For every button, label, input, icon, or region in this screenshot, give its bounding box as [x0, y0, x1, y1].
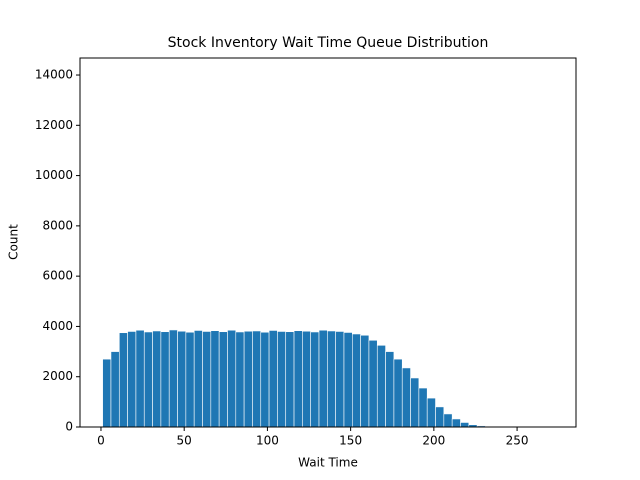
bar — [368, 339, 378, 428]
y-tick-label: 10000 — [35, 168, 73, 182]
bar — [252, 330, 262, 428]
bar — [335, 331, 345, 428]
bar — [210, 330, 220, 428]
bar — [143, 331, 153, 428]
y-tick-label: 0 — [65, 420, 73, 434]
bar — [160, 331, 170, 428]
bar — [152, 330, 162, 428]
y-tick-label: 4000 — [42, 319, 73, 333]
bar — [385, 351, 395, 428]
bar — [260, 331, 270, 428]
bars — [102, 329, 553, 428]
chart-title: Stock Inventory Wait Time Queue Distribu… — [168, 35, 489, 51]
y-tick-label: 6000 — [42, 269, 73, 283]
bar — [435, 406, 445, 428]
x-tick-label: 250 — [506, 434, 529, 448]
x-tick-label: 50 — [177, 434, 192, 448]
bar — [277, 331, 287, 428]
bar — [318, 329, 328, 428]
bar — [168, 329, 178, 428]
bar — [302, 330, 311, 428]
bar — [460, 422, 470, 428]
bar — [235, 331, 245, 428]
bar — [110, 351, 120, 428]
x-tick-label: 100 — [256, 434, 279, 448]
bar — [360, 334, 370, 428]
bar — [218, 331, 228, 428]
bar — [268, 330, 278, 428]
bar — [376, 344, 386, 428]
y-tick-label: 12000 — [35, 118, 73, 132]
bar — [285, 331, 295, 428]
bar — [327, 330, 336, 428]
axes-frame — [79, 57, 577, 428]
y-axis-label: Count — [7, 224, 21, 260]
y-tick-label: 2000 — [42, 369, 73, 383]
x-tick-label: 200 — [422, 434, 445, 448]
bar — [177, 330, 187, 428]
bar — [401, 367, 411, 428]
bar — [243, 330, 253, 428]
bar — [310, 331, 320, 428]
bar — [343, 332, 353, 428]
x-tick-label: 150 — [339, 434, 362, 448]
x-axis-label: Wait Time — [298, 456, 358, 470]
bar — [127, 331, 137, 428]
bar — [185, 331, 195, 428]
y-tick-label: 8000 — [42, 218, 73, 232]
bar — [227, 329, 237, 428]
bar — [293, 330, 303, 428]
x-tick-label: 0 — [97, 434, 105, 448]
bar — [426, 397, 436, 428]
bar — [443, 413, 453, 428]
bar — [410, 377, 420, 428]
bar — [393, 358, 403, 428]
bar — [118, 332, 128, 428]
bar — [135, 329, 145, 428]
y-tick-label: 14000 — [35, 68, 73, 82]
bar — [451, 418, 461, 428]
bar — [418, 387, 428, 428]
bar — [193, 330, 203, 428]
bar — [202, 331, 212, 428]
bar — [102, 358, 112, 428]
bar — [352, 333, 361, 428]
